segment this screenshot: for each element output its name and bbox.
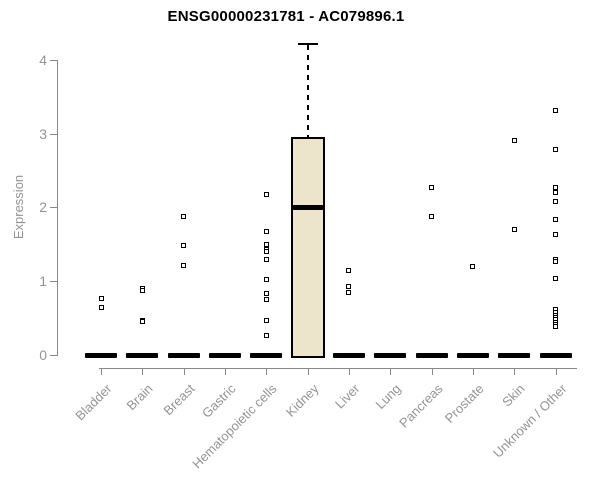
y-tick-label: 2	[39, 199, 47, 216]
chart-title: ENSG00000231781 - AC079896.1	[167, 8, 405, 25]
zero-median-bar	[539, 352, 572, 358]
zero-median-bar	[250, 352, 283, 358]
outlier-point	[264, 229, 269, 234]
outlier-point	[512, 138, 517, 143]
zero-median-bar	[456, 352, 489, 358]
x-tick	[184, 368, 185, 375]
x-tick	[432, 368, 433, 375]
x-tick	[514, 368, 515, 375]
median-line	[290, 204, 325, 210]
zero-median-bar	[374, 352, 407, 358]
y-tick	[50, 133, 57, 135]
outlier-point	[264, 333, 269, 338]
y-axis	[57, 59, 58, 356]
x-tick	[473, 368, 474, 375]
outlier-point	[553, 108, 558, 113]
outlier-point	[264, 291, 269, 296]
x-tick	[390, 368, 391, 375]
y-tick-label: 3	[39, 125, 47, 142]
zero-median-bar	[498, 352, 531, 358]
x-tick	[266, 368, 267, 375]
outlier-point	[264, 257, 269, 262]
outlier-point	[346, 268, 351, 273]
y-tick-label: 1	[39, 273, 47, 290]
outlier-point	[553, 276, 558, 281]
zero-median-bar	[85, 352, 117, 358]
outlier-point	[553, 147, 558, 152]
x-axis	[99, 368, 577, 369]
outlier-point	[470, 264, 475, 269]
outlier-point	[429, 214, 434, 219]
zero-median-bar	[208, 352, 241, 358]
zero-median-bar	[332, 352, 365, 358]
x-tick	[101, 368, 102, 375]
outlier-point	[553, 199, 558, 204]
x-tick	[225, 368, 226, 375]
outlier-point	[553, 217, 558, 222]
whisker-cap	[297, 42, 318, 46]
x-tick	[556, 368, 557, 375]
outlier-point	[264, 297, 269, 302]
outlier-point	[553, 259, 558, 264]
outlier-point	[264, 318, 269, 323]
zero-median-bar	[415, 352, 448, 358]
x-tick	[142, 368, 143, 375]
outlier-point	[99, 296, 104, 301]
zero-median-bar	[126, 352, 159, 358]
y-tick	[50, 281, 57, 283]
outlier-point	[140, 288, 145, 293]
outlier-point	[553, 324, 558, 329]
outlier-point	[140, 319, 145, 324]
outlier-point	[512, 227, 517, 232]
outlier-point	[264, 242, 269, 247]
outlier-point	[553, 232, 558, 237]
outlier-point	[181, 243, 186, 248]
outlier-point	[264, 192, 269, 197]
outlier-point	[429, 185, 434, 190]
y-tick	[50, 59, 57, 61]
outlier-point	[99, 305, 104, 310]
box	[290, 136, 325, 358]
outlier-point	[346, 290, 351, 295]
x-tick	[349, 368, 350, 375]
outlier-point	[553, 190, 558, 195]
y-tick-label: 0	[39, 347, 47, 363]
y-tick-label: 4	[39, 51, 47, 68]
outlier-point	[264, 249, 269, 254]
y-tick	[50, 355, 57, 356]
zero-median-bar	[167, 352, 200, 358]
outlier-point	[181, 214, 186, 219]
outlier-point	[181, 263, 186, 268]
x-category-label: Unknown / Other	[489, 381, 570, 461]
y-tick	[50, 207, 57, 209]
x-tick	[308, 368, 309, 375]
upper-whisker	[307, 44, 309, 138]
outlier-point	[264, 277, 269, 282]
outlier-point	[553, 185, 558, 190]
outlier-point	[346, 284, 351, 289]
